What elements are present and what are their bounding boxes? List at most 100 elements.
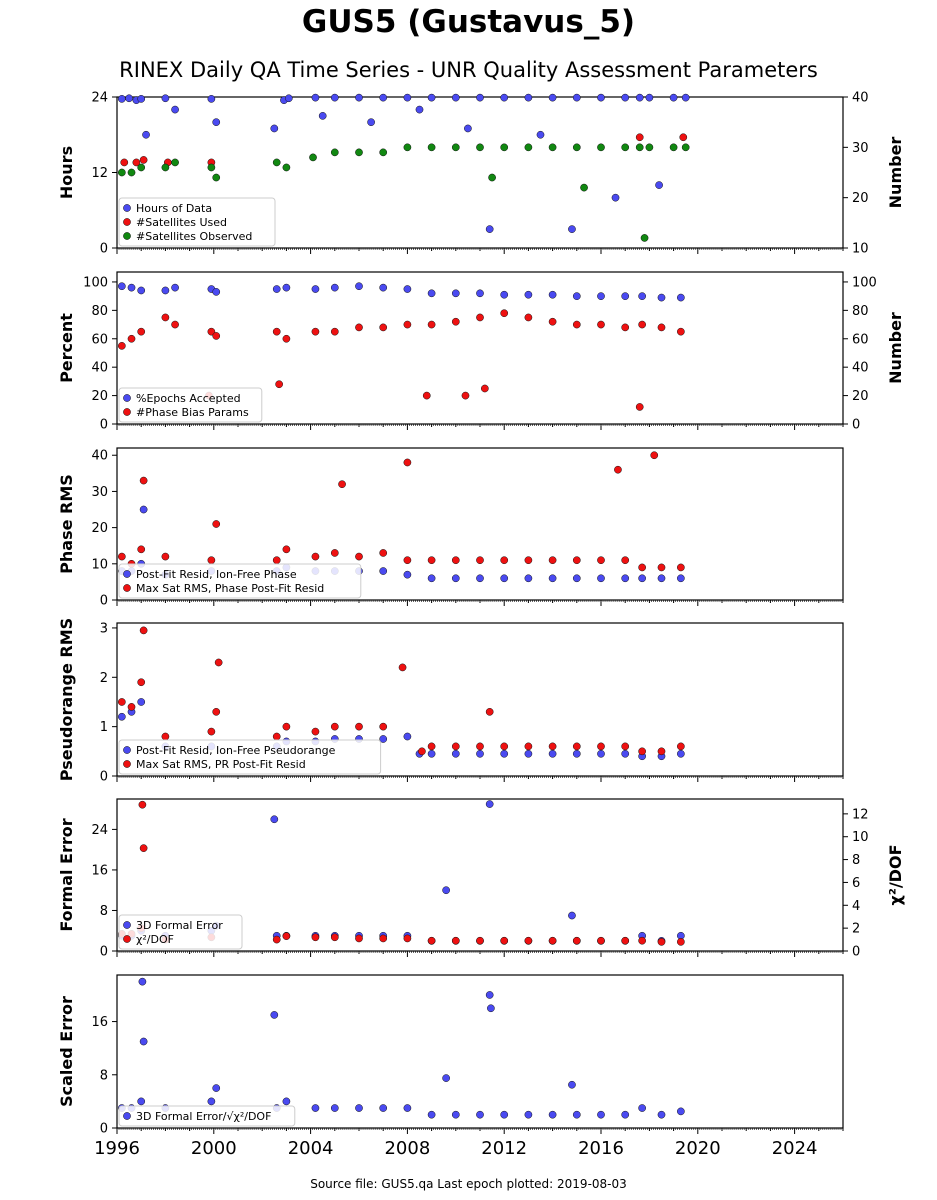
data-point <box>137 163 146 172</box>
data-point <box>282 283 291 292</box>
data-point <box>403 143 412 152</box>
y-right-tick-label: 4 <box>852 899 860 914</box>
y-axis-label: Formal Error <box>57 818 76 931</box>
data-point <box>568 911 576 920</box>
legend-marker <box>123 921 131 929</box>
data-point <box>548 143 557 152</box>
data-point <box>524 742 533 751</box>
data-point <box>272 556 281 565</box>
data-point <box>117 95 126 103</box>
legend-marker <box>123 1112 131 1120</box>
y-right-tick-label: 20 <box>852 191 869 206</box>
data-point <box>355 552 363 561</box>
y-tick-label: 12 <box>91 166 108 181</box>
data-point <box>367 118 375 127</box>
data-point <box>330 1104 339 1112</box>
data-point <box>355 93 363 102</box>
data-point <box>635 403 644 411</box>
y-tick-label: 60 <box>91 332 108 347</box>
data-point <box>476 556 484 565</box>
series-3 <box>117 143 690 242</box>
data-point <box>132 158 141 167</box>
data-point <box>117 282 126 291</box>
data-point <box>398 663 407 672</box>
data-point <box>418 747 426 756</box>
data-point <box>379 1104 388 1112</box>
data-point <box>572 143 581 152</box>
legend-marker <box>123 232 131 240</box>
data-point <box>207 327 216 336</box>
data-point <box>638 1104 646 1112</box>
data-point <box>214 658 223 667</box>
x-tick-label: 2024 <box>772 1138 818 1159</box>
data-point <box>379 283 388 292</box>
data-point <box>355 722 363 731</box>
data-point <box>451 749 460 758</box>
data-point <box>379 549 388 557</box>
legend-marker <box>123 204 131 212</box>
data-point <box>137 678 146 687</box>
data-point <box>309 153 317 162</box>
data-point <box>677 742 685 751</box>
data-point <box>207 163 216 172</box>
legend-label: 3D Formal Error/√χ²/DOF <box>136 1110 271 1123</box>
data-point <box>572 742 581 751</box>
legend-box <box>118 1105 296 1127</box>
data-point <box>500 309 509 318</box>
data-point <box>524 749 533 758</box>
data-point <box>379 722 388 731</box>
data-point <box>117 698 126 706</box>
data-point <box>318 112 327 120</box>
data-point <box>427 749 436 758</box>
data-point <box>548 1110 557 1119</box>
data-point <box>355 1104 363 1112</box>
data-point <box>282 1097 291 1106</box>
y-tick-label: 10 <box>91 557 108 572</box>
data-point <box>442 1074 450 1082</box>
data-point <box>212 332 221 340</box>
data-point <box>403 93 412 102</box>
data-point <box>500 574 509 583</box>
data-point <box>524 143 533 152</box>
data-point <box>137 327 146 336</box>
legend-box <box>118 914 243 950</box>
data-point <box>117 342 126 350</box>
legend-label: Hours of Data <box>136 202 212 215</box>
legend-box <box>118 197 276 247</box>
data-point <box>451 574 460 583</box>
data-point <box>635 143 644 152</box>
panel-6: 1996 2000 2004 2008 2012 2016 2020 2024 0 8 16 Scal… <box>57 974 844 1159</box>
data-point <box>657 293 666 302</box>
data-point <box>403 458 412 467</box>
data-point <box>282 163 291 172</box>
data-point <box>500 1110 509 1119</box>
data-point <box>379 323 388 332</box>
data-point <box>207 95 216 103</box>
data-point <box>669 93 678 102</box>
data-point <box>476 749 484 758</box>
series-2 <box>117 626 685 756</box>
data-point <box>451 936 460 945</box>
data-point <box>442 886 450 895</box>
data-point <box>212 707 221 716</box>
data-point <box>681 143 690 152</box>
legend-label: Max Sat RMS, Phase Post-Fit Resid <box>136 582 324 595</box>
y-right-tick-label: 10 <box>852 242 869 257</box>
data-point <box>403 556 412 565</box>
data-point <box>476 313 484 322</box>
data-point <box>597 93 605 102</box>
data-point <box>427 574 436 583</box>
y-tick-label: 20 <box>91 389 108 404</box>
y-right-tick-label: 10 <box>852 830 869 845</box>
legend-marker <box>123 408 131 416</box>
y-axis-label: Scaled Error <box>57 996 76 1107</box>
data-point <box>330 327 339 336</box>
data-point <box>650 451 659 460</box>
data-point <box>485 800 494 808</box>
series-2 <box>117 309 685 411</box>
data-point <box>171 320 179 329</box>
data-point <box>669 143 678 152</box>
data-point <box>427 93 436 102</box>
y-tick-label: 20 <box>91 521 108 536</box>
x-tick-label: 1996 <box>94 1138 140 1159</box>
